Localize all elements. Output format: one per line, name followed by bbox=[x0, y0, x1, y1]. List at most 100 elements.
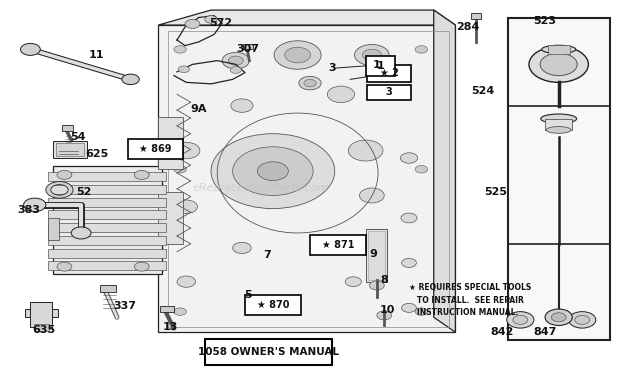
Text: 383: 383 bbox=[17, 205, 40, 215]
Bar bbox=[34, 324, 49, 331]
Text: 635: 635 bbox=[32, 325, 56, 335]
Circle shape bbox=[174, 45, 186, 53]
Circle shape bbox=[135, 262, 149, 271]
Text: 1: 1 bbox=[376, 61, 384, 71]
Circle shape bbox=[415, 165, 428, 173]
Bar bbox=[30, 302, 52, 327]
Circle shape bbox=[362, 49, 381, 61]
Circle shape bbox=[172, 142, 200, 159]
Circle shape bbox=[257, 162, 288, 180]
Bar bbox=[48, 236, 167, 245]
Bar bbox=[159, 192, 183, 244]
Circle shape bbox=[211, 134, 335, 209]
Bar bbox=[159, 117, 183, 169]
Text: 8: 8 bbox=[380, 275, 388, 285]
Bar bbox=[48, 198, 167, 207]
Circle shape bbox=[228, 56, 243, 65]
Bar bbox=[48, 223, 167, 232]
Circle shape bbox=[540, 53, 577, 76]
Bar bbox=[367, 85, 412, 100]
Circle shape bbox=[122, 74, 140, 85]
Bar bbox=[366, 56, 396, 76]
Bar bbox=[205, 340, 332, 365]
Text: 307: 307 bbox=[237, 44, 260, 55]
Text: ★ 869: ★ 869 bbox=[139, 144, 172, 154]
Bar bbox=[243, 44, 253, 49]
Text: 52: 52 bbox=[76, 187, 92, 197]
Circle shape bbox=[513, 315, 528, 324]
Bar bbox=[367, 65, 412, 82]
Ellipse shape bbox=[541, 114, 577, 123]
Bar bbox=[48, 249, 167, 258]
Circle shape bbox=[71, 227, 91, 239]
Circle shape bbox=[24, 198, 46, 212]
Text: 572: 572 bbox=[209, 18, 232, 28]
Circle shape bbox=[342, 241, 365, 255]
Circle shape bbox=[370, 281, 384, 290]
Circle shape bbox=[177, 276, 195, 287]
Circle shape bbox=[274, 41, 321, 69]
Bar bbox=[159, 25, 455, 332]
Text: 847: 847 bbox=[533, 327, 557, 337]
Circle shape bbox=[529, 46, 588, 82]
Bar bbox=[310, 235, 366, 255]
Bar bbox=[128, 139, 183, 159]
Circle shape bbox=[507, 312, 534, 328]
Text: 1058 OWNER'S MANUAL: 1058 OWNER'S MANUAL bbox=[198, 347, 339, 357]
Circle shape bbox=[135, 170, 149, 179]
Circle shape bbox=[57, 170, 72, 179]
Circle shape bbox=[575, 315, 590, 324]
Text: 525: 525 bbox=[484, 187, 507, 197]
Bar bbox=[100, 285, 116, 292]
Text: 7: 7 bbox=[263, 250, 270, 261]
Text: 3: 3 bbox=[386, 88, 392, 97]
Circle shape bbox=[285, 47, 311, 63]
Circle shape bbox=[178, 66, 189, 73]
Circle shape bbox=[230, 67, 241, 73]
Text: ★ 871: ★ 871 bbox=[322, 240, 354, 250]
Text: eReplacementParts.com: eReplacementParts.com bbox=[192, 183, 329, 193]
Circle shape bbox=[401, 213, 417, 223]
Circle shape bbox=[175, 200, 197, 214]
Circle shape bbox=[377, 311, 392, 320]
Circle shape bbox=[360, 188, 384, 203]
Circle shape bbox=[232, 242, 251, 253]
Text: 524: 524 bbox=[472, 86, 495, 96]
Circle shape bbox=[327, 86, 355, 103]
Text: 11: 11 bbox=[89, 50, 104, 60]
Bar bbox=[245, 295, 301, 315]
Circle shape bbox=[545, 309, 572, 326]
Bar bbox=[48, 261, 167, 270]
Text: 13: 13 bbox=[163, 321, 179, 332]
Circle shape bbox=[174, 165, 186, 173]
Circle shape bbox=[551, 313, 566, 322]
Text: 284: 284 bbox=[456, 22, 479, 32]
Circle shape bbox=[401, 153, 418, 163]
Bar bbox=[547, 45, 570, 54]
Bar bbox=[48, 185, 167, 194]
Circle shape bbox=[57, 262, 72, 271]
Text: 10: 10 bbox=[379, 305, 395, 315]
Bar bbox=[366, 229, 388, 282]
Bar bbox=[48, 211, 167, 220]
Text: 1: 1 bbox=[373, 60, 381, 70]
Text: 3: 3 bbox=[328, 63, 335, 73]
Circle shape bbox=[402, 258, 417, 267]
Bar bbox=[161, 306, 174, 312]
Circle shape bbox=[345, 277, 361, 287]
Bar bbox=[56, 143, 84, 156]
Text: ★ 2: ★ 2 bbox=[379, 68, 399, 78]
Text: ★ 870: ★ 870 bbox=[257, 300, 289, 310]
Bar bbox=[471, 13, 480, 19]
Text: 842: 842 bbox=[490, 327, 513, 337]
Bar bbox=[62, 125, 73, 131]
Circle shape bbox=[185, 20, 200, 29]
Bar bbox=[168, 31, 449, 327]
Ellipse shape bbox=[546, 127, 571, 133]
Circle shape bbox=[222, 52, 249, 69]
Bar bbox=[545, 119, 572, 130]
Circle shape bbox=[415, 45, 428, 53]
Bar bbox=[53, 165, 162, 274]
Circle shape bbox=[174, 308, 186, 315]
Circle shape bbox=[304, 79, 316, 87]
